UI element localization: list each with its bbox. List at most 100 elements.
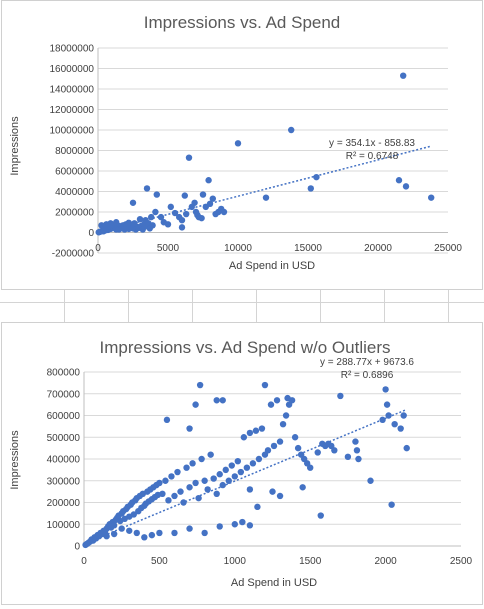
data-point <box>180 499 187 506</box>
trendline-equation: y = 354.1x - 858.83 <box>329 138 415 149</box>
y-tick-label: 0 <box>88 228 94 239</box>
data-point <box>255 455 263 463</box>
data-point <box>192 401 199 408</box>
data-point <box>367 477 374 484</box>
data-point <box>129 199 137 206</box>
data-point <box>186 484 193 491</box>
scatter-plot-all: Impressions vs. Ad Spend -20000000200000… <box>9 13 462 272</box>
data-point <box>201 477 208 484</box>
y-tick-label: 700000 <box>47 389 81 400</box>
chart-impressions-vs-ad-spend-no-outliers[interactable]: Impressions vs. Ad Spend w/o Outliers 0 1… <box>1 322 483 605</box>
scatter-plot-no-outliers: Impressions vs. Ad Spend w/o Outliers 0 1… <box>9 338 473 589</box>
data-point <box>174 468 181 476</box>
data-point <box>210 475 217 482</box>
y-tick-label: 800000 <box>47 368 81 379</box>
chart-title: Impressions vs. Ad Spend <box>144 13 341 32</box>
x-tick-label: 10000 <box>224 243 252 254</box>
data-point <box>400 72 407 79</box>
data-point <box>317 512 324 519</box>
chart-impressions-vs-ad-spend[interactable]: Impressions vs. Ad Spend -2000000 0 200000… <box>1 0 483 290</box>
data-point <box>262 194 270 201</box>
data-point <box>177 488 184 495</box>
data-point <box>159 490 166 497</box>
x-tick-label: 15000 <box>294 243 322 254</box>
y-tick-label: 500000 <box>47 433 81 444</box>
trendline-r-squared: R² = 0.6748 <box>346 151 399 162</box>
data-point <box>299 484 306 491</box>
y-tick-label: 14000000 <box>50 85 95 96</box>
data-point <box>115 226 123 233</box>
data-point <box>148 531 156 539</box>
data-point <box>234 140 242 147</box>
y-tick-label: 300000 <box>47 476 81 487</box>
data-point <box>243 464 251 471</box>
data-point <box>171 492 178 500</box>
data-point <box>246 429 254 437</box>
data-point <box>397 425 404 432</box>
data-point <box>213 397 220 404</box>
data-point <box>240 434 248 441</box>
data-point <box>167 203 174 211</box>
trendline <box>98 145 432 234</box>
data-point <box>141 534 148 541</box>
data-point <box>201 529 208 537</box>
data-point <box>133 529 140 537</box>
data-point <box>228 462 235 469</box>
data-point <box>149 222 156 229</box>
x-tick-label: 2000 <box>374 556 397 567</box>
data-point <box>113 219 120 226</box>
x-tick-label: 2500 <box>450 556 473 567</box>
data-point <box>267 401 275 408</box>
cell-gridlines <box>0 290 484 322</box>
x-axis-label: Ad Spend in USD <box>231 577 317 589</box>
data-point <box>198 455 205 463</box>
data-point <box>162 477 169 484</box>
data-point <box>273 397 281 404</box>
data-point <box>279 421 287 428</box>
data-point <box>196 381 204 389</box>
data-point <box>291 434 299 441</box>
y-tick-label: 6000000 <box>55 167 94 178</box>
data-point <box>231 521 238 528</box>
x-tick-label: 5000 <box>157 243 180 254</box>
data-point <box>307 185 314 192</box>
spreadsheet-cell-grid[interactable] <box>0 290 484 322</box>
data-point <box>219 481 226 489</box>
data-point <box>206 200 214 207</box>
data-point <box>185 154 193 161</box>
y-tick-label: 600000 <box>47 411 81 422</box>
y-tick-label: 400000 <box>47 455 81 466</box>
data-point <box>276 492 284 500</box>
data-point <box>403 444 410 452</box>
data-point <box>163 416 171 424</box>
data-point <box>402 183 410 190</box>
chart-title: Impressions vs. Ad Spend w/o Outliers <box>99 338 390 357</box>
y-tick-label: -2000000 <box>52 249 95 260</box>
x-tick-label: 0 <box>95 243 101 254</box>
data-point <box>222 466 229 474</box>
data-point <box>213 490 220 497</box>
trendline <box>85 408 408 544</box>
data-point <box>352 438 359 445</box>
data-point <box>183 464 190 471</box>
data-point <box>178 217 186 224</box>
data-point <box>218 205 225 213</box>
data-point <box>383 401 391 408</box>
data-point <box>171 529 178 537</box>
data-point <box>391 421 398 428</box>
data-point <box>160 219 167 226</box>
x-axis-label: Ad Spend in USD <box>229 260 315 272</box>
data-point <box>168 473 175 480</box>
data-point <box>183 210 190 218</box>
data-point <box>216 471 223 478</box>
data-point <box>189 460 196 467</box>
data-point <box>198 214 205 222</box>
data-point <box>337 392 344 400</box>
data-point <box>239 518 246 526</box>
y-tick-label: 18000000 <box>50 44 95 55</box>
data-point <box>165 497 172 504</box>
data-point <box>282 412 290 419</box>
data-point <box>288 126 295 134</box>
trendline-r-squared: R² = 0.6896 <box>341 370 394 381</box>
data-point <box>219 397 226 404</box>
